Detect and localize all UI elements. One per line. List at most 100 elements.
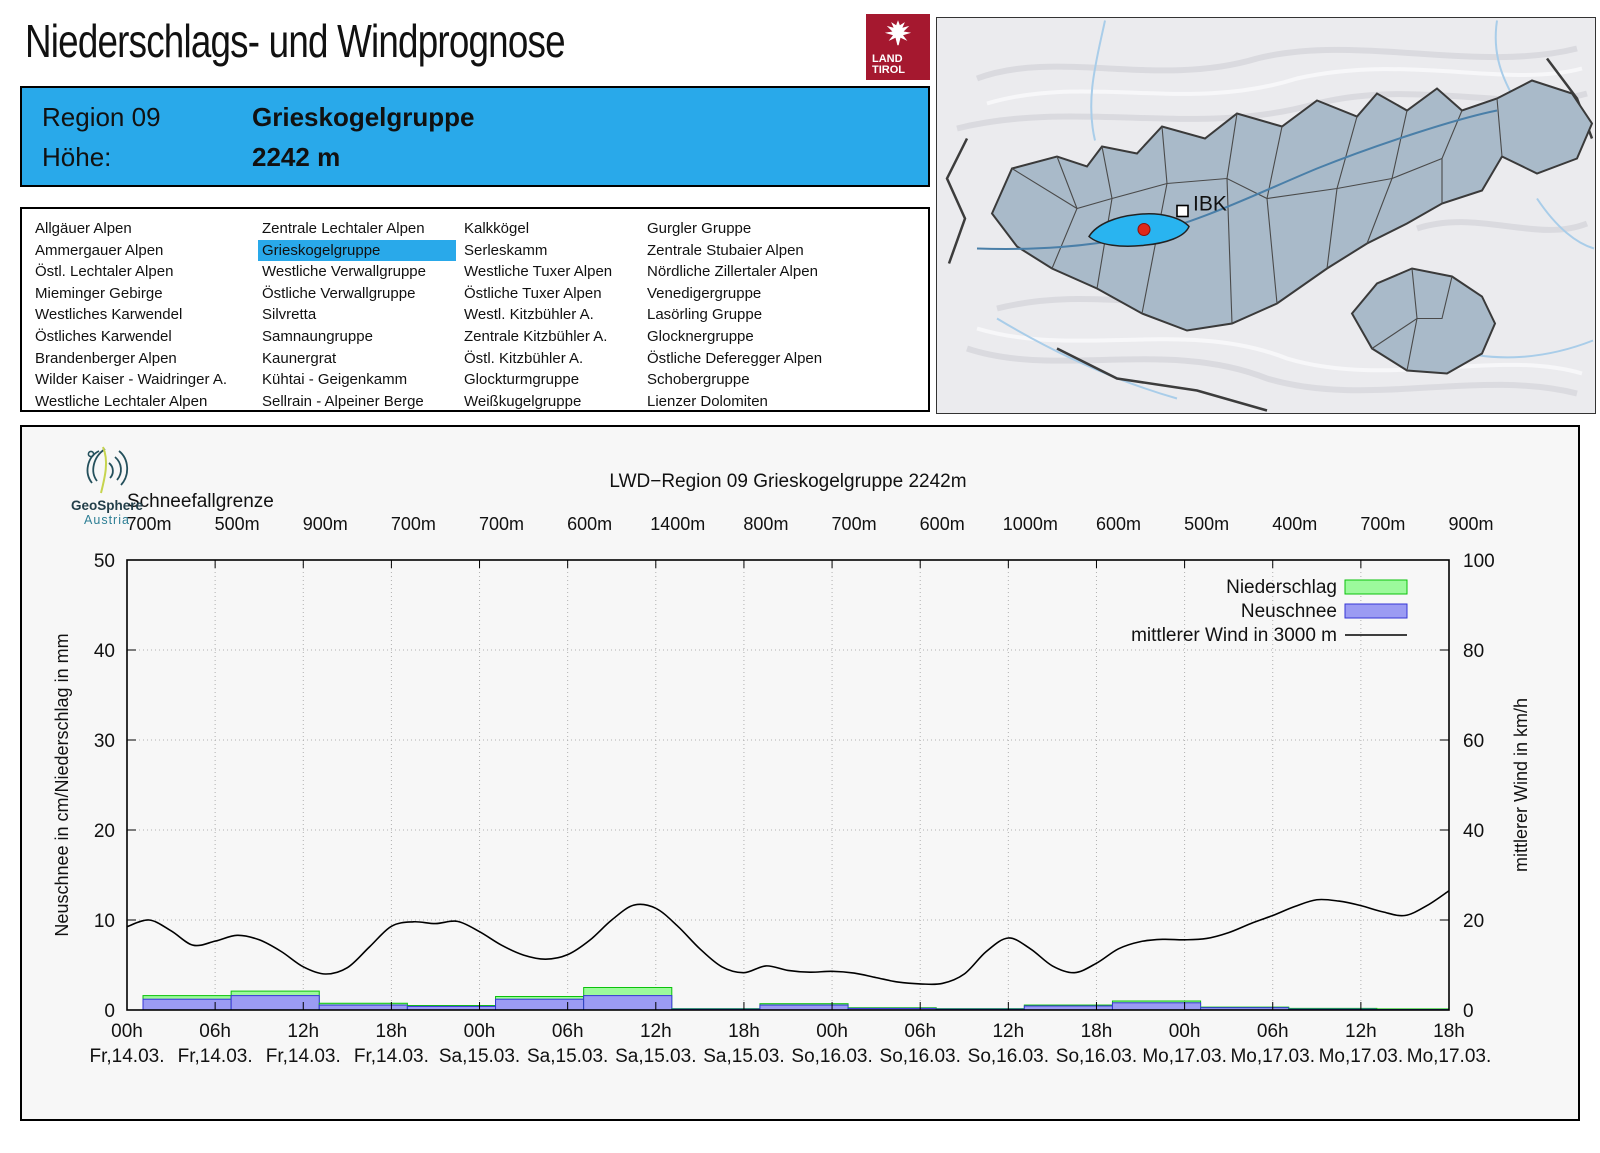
snowline-value: 700m (832, 514, 877, 534)
bar-neuschnee (230, 995, 320, 1010)
bars-group (142, 987, 1449, 1010)
yaxis-left-label: Neuschnee in cm/Niederschlag in mm (52, 633, 72, 936)
ytick-left: 10 (94, 911, 115, 932)
xtick-date: So,16.03. (791, 1046, 872, 1067)
snowline-value: 600m (920, 514, 965, 534)
subregion-borders (1011, 98, 1503, 371)
region-list-item[interactable]: Grieskogelgruppe (258, 239, 456, 262)
bar-neuschnee (1111, 1002, 1202, 1010)
ytick-left: 40 (94, 641, 115, 662)
region-list-item[interactable]: Glockturmgruppe (464, 371, 580, 389)
region-list-item[interactable]: Östliche Deferegger Alpen (647, 349, 823, 367)
region-list-item[interactable]: Westliche Lechtaler Alpen (35, 392, 208, 410)
snowline-value: 900m (1448, 514, 1493, 534)
legend-swatch (1344, 579, 1408, 595)
snowline-value: 900m (303, 514, 348, 534)
bar-neuschnee (495, 998, 585, 1010)
xtick-time: 18h (376, 1021, 408, 1042)
region-header-box: Region 09 Grieskogelgruppe Höhe: 2242 m (20, 86, 930, 187)
forecast-chart: 0 10 20 30 40 50 0 20 40 60 80 100 00h Fr,14.03. 06h Fr… (52, 471, 1531, 1067)
region-list-item[interactable]: Östl. Lechtaler Alpen (35, 263, 174, 281)
region-list-item[interactable]: Östl. Kitzbühler A. (464, 349, 584, 367)
region-list-item[interactable]: Zentrale Stubaier Alpen (647, 241, 804, 259)
xtick-date: Fr,14.03. (354, 1046, 429, 1067)
region-list-item[interactable]: Nördliche Zillertaler Alpen (647, 263, 818, 281)
region-column-1: Allgäuer Alpen Ammergauer Alpen Östl. Lech… (31, 218, 231, 412)
hoehe-label: Höhe: (42, 142, 112, 172)
xtick-time: 12h (640, 1021, 672, 1042)
ytick-left: 50 (94, 551, 115, 572)
region-list-item[interactable]: Gurgler Gruppe (647, 220, 752, 237)
xtick-date: Sa,15.03. (615, 1046, 696, 1067)
xtick-time: 18h (728, 1021, 760, 1042)
region-list-item[interactable]: Kaunergrat (262, 349, 337, 367)
xtick-date: Sa,15.03. (527, 1046, 608, 1067)
snowline-value: 1000m (1003, 514, 1058, 534)
region-list-item[interactable]: Silvretta (262, 306, 317, 324)
region-list-item[interactable]: Zentrale Lechtaler Alpen (262, 220, 425, 237)
region-list-item[interactable]: Venedigergruppe (647, 284, 762, 302)
xtick-time: 12h (992, 1021, 1024, 1042)
xtick-date: Mo,17.03. (1230, 1046, 1315, 1067)
ibk-marker (1176, 204, 1189, 218)
ytick-right: 20 (1463, 911, 1484, 932)
region-list-item[interactable]: Sellrain - Alpeiner Berge (262, 392, 424, 410)
tirol-overview-map[interactable]: IBK (936, 17, 1596, 414)
region-list-item[interactable]: Brandenberger Alpen (35, 349, 177, 367)
ytick-left: 0 (104, 1001, 115, 1022)
xtick-time: 00h (111, 1021, 143, 1042)
region-list-item[interactable]: Schobergruppe (647, 371, 750, 389)
ytick-left: 30 (94, 731, 115, 752)
region-list-item[interactable]: Wilder Kaiser - Waidringer A. (35, 371, 227, 389)
region-column-2: Zentrale Lechtaler Alpen Grieskogelgruppe… (258, 218, 456, 412)
xtick-time: 18h (1081, 1021, 1113, 1042)
ytick-left: 20 (94, 821, 115, 842)
region-list-item[interactable]: Kalkkögel (464, 220, 530, 237)
wind-line (127, 890, 1449, 986)
bar-neuschnee (583, 995, 673, 1010)
region-list-item[interactable]: Zentrale Kitzbühler A. (464, 327, 608, 345)
region-list-item[interactable]: Mieminger Gebirge (35, 284, 163, 302)
chart-title: LWD−Region 09 Grieskogelgruppe 2242m (609, 471, 966, 492)
xtick-date: Fr,14.03. (266, 1046, 341, 1067)
region-list-item[interactable]: Östliche Tuxer Alpen (464, 284, 602, 302)
region-list-item[interactable]: Westliche Tuxer Alpen (464, 263, 613, 281)
snowline-value: 700m (126, 514, 171, 534)
station-dot (1137, 223, 1151, 236)
region-list-item[interactable]: Westliches Karwendel (35, 306, 183, 324)
region-list-item[interactable]: Lienzer Dolomiten (647, 392, 768, 410)
region-list-item[interactable]: Lasörling Gruppe (647, 306, 763, 324)
tirol-eagle-icon (884, 20, 912, 46)
region-list-item[interactable]: Weißkugelgruppe (464, 392, 582, 410)
snowline-value: 700m (479, 514, 524, 534)
map-region-east-tirol[interactable] (1350, 267, 1497, 375)
region-list-item[interactable]: Ammergauer Alpen (35, 241, 164, 259)
geosphere-logo: GeoSphere Austria (52, 445, 162, 527)
region-list-item[interactable]: Serleskamm (464, 241, 548, 259)
region-list: Allgäuer Alpen Ammergauer Alpen Östl. Lech… (20, 207, 930, 412)
ytick-right: 80 (1463, 641, 1484, 662)
region-list-item[interactable]: Westliche Verwallgruppe (262, 263, 426, 281)
inn-river (976, 109, 1498, 250)
region-list-item[interactable]: Östliches Karwendel (35, 327, 172, 345)
region-list-item[interactable]: Kühtai - Geigenkamm (262, 371, 408, 389)
region-list-item[interactable]: Östliche Verwallgruppe (262, 284, 416, 302)
snowline-value: 500m (1184, 514, 1229, 534)
region-list-item[interactable]: Allgäuer Alpen (35, 220, 132, 237)
region-list-item[interactable]: Westl. Kitzbühler A. (464, 306, 594, 324)
xtick-date: So,16.03. (968, 1046, 1049, 1067)
snowline-value: 1400m (650, 514, 705, 534)
map-canvas: IBK (937, 18, 1595, 413)
hoehe-value: 2242 m (252, 142, 341, 172)
map-region-north-tirol[interactable] (990, 79, 1594, 332)
xtick-date: Mo,17.03. (1319, 1046, 1404, 1067)
region-list-item[interactable]: Glocknergruppe (647, 327, 754, 345)
ytick-right: 40 (1463, 821, 1484, 842)
snowline-value: 700m (1360, 514, 1405, 534)
page-title: Niederschlags- und Windprognose (25, 15, 566, 67)
xtick-time: 12h (1345, 1021, 1377, 1042)
snowline-value: 600m (1096, 514, 1141, 534)
xtick-time: 18h (1433, 1021, 1465, 1042)
region-list-item[interactable]: Samnaungruppe (262, 327, 373, 345)
region-label: Region 09 (42, 102, 161, 132)
